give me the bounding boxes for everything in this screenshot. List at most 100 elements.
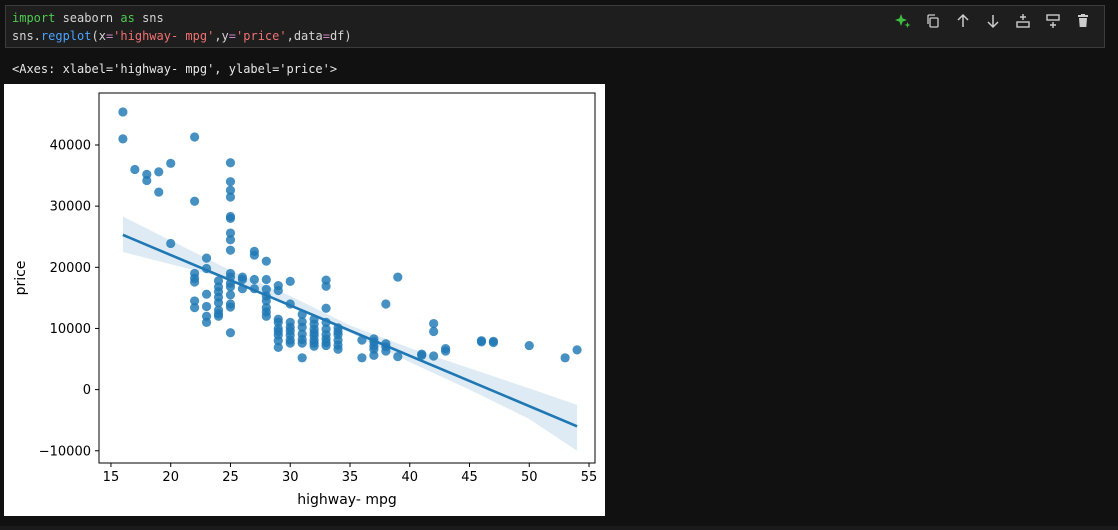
scatter-point [154,167,164,177]
scatter-point [225,192,236,202]
scatter-point [166,158,176,168]
bottom-divider [0,526,1118,530]
plot-output: 15 20 25 30 35 40 45 50 55 −10000 0 10000 20000 30000… [4,84,605,516]
code-arg-data: ,data [286,29,323,43]
equals-op: = [322,29,330,43]
move-up-icon [957,13,969,27]
scatter-point [249,250,259,260]
module-alias: sns [134,11,164,25]
scatter-point [225,213,236,223]
scatter-point [393,351,403,362]
x-tick-label: 35 [342,470,359,485]
scatter-point [225,282,236,292]
scatter-point [393,272,403,282]
scatter-point [213,298,224,308]
cell-toolbar [888,10,1098,32]
scatter-point [285,338,295,348]
output-repr: <Axes: xlabel='highway- mpg', ylabel='pr… [12,62,338,76]
copy-cell-button[interactable] [918,10,948,32]
scatter-point [225,245,236,255]
scatter-point [333,344,343,354]
scatter-point [476,337,487,347]
scatter-point [321,303,331,313]
scatter-point [560,353,570,363]
x-tick-label: 25 [222,470,239,485]
scatter-point [237,274,248,285]
y-tick-label: −10000 [39,444,91,459]
y-tick-label: 30000 [50,200,91,215]
scatter-point [225,158,236,168]
code-arg-x: (x [91,29,106,43]
y-tick-label: 0 [83,383,91,398]
scatter-point [488,337,499,348]
keyword-as: as [120,11,135,25]
scatter-point [357,353,367,363]
x-tick-label: 15 [103,470,120,485]
code-line-regplot[interactable]: sns.regplot(x='highway- mpg',y='price',d… [12,28,352,44]
string-x: 'highway- mpg' [113,29,215,43]
add-below-icon [1046,14,1060,28]
scatter-point [225,302,236,312]
scatter-point [261,284,271,294]
string-y: 'price' [236,29,287,43]
regression-line [122,233,578,428]
scatter-point [118,107,128,117]
scatter-point [225,185,236,195]
scatter-point [321,340,331,351]
add-above-button[interactable] [1008,10,1038,32]
axes-frame [98,92,596,464]
scatter-point [201,289,212,299]
add-above-icon [1016,14,1030,28]
code-cell[interactable]: import seaborn as sns sns.regplot(x = 'hig… [5,5,1105,48]
y-tick-label: 10000 [50,322,91,337]
scatter-point [201,317,212,327]
scatter-point [261,311,271,321]
y-axis-label: price [13,261,29,296]
scatter-point [381,346,391,356]
x-tick-label: 40 [401,470,418,485]
move-up-button[interactable] [948,10,978,32]
scatter-point [201,253,212,263]
scatter-point [190,296,200,306]
scatter-point [441,346,451,356]
regplot-chart: 15 20 25 30 35 40 45 50 55 −10000 0 10000 20000 30000… [13,92,598,508]
code-object: sns. [12,29,41,43]
delete-icon [1078,14,1088,27]
scatter-point [369,350,379,360]
scatter-point [225,328,236,338]
x-tick-label: 30 [282,470,299,485]
scatter-point [297,322,307,332]
confidence-band [122,216,578,451]
code-line-import[interactable]: import seaborn as sns [12,10,164,26]
x-tick-label: 55 [581,470,598,485]
scatter-point [309,341,319,351]
keyword-import: import [12,11,56,25]
scatter-point [130,164,140,175]
scatter-point [190,132,200,142]
x-axis-label: highway- mpg [297,492,397,508]
move-down-button[interactable] [978,10,1008,32]
scatter-point [225,177,236,187]
x-tick-label: 20 [162,470,179,485]
delete-cell-button[interactable] [1068,10,1098,32]
scatter-point [417,350,427,360]
x-tick-label: 50 [521,470,538,485]
x-tick-label: 45 [461,470,478,485]
scatter-point [429,318,439,329]
module-name: seaborn [55,11,121,25]
scatter-point [118,134,128,144]
scatter-point [154,187,164,197]
scatter-point [429,326,439,337]
scatter-point [225,228,236,238]
scatter-point [166,238,176,249]
add-below-button[interactable] [1038,10,1068,32]
scatter-point [190,196,200,206]
scatter-point [225,290,236,300]
scatter-point [142,175,152,186]
scatter-point [261,296,271,306]
scatter-point [190,303,200,313]
gemini-button[interactable] [888,10,918,32]
scatter-point [381,299,391,309]
scatter-point [321,281,331,291]
function-name: regplot [40,29,92,43]
